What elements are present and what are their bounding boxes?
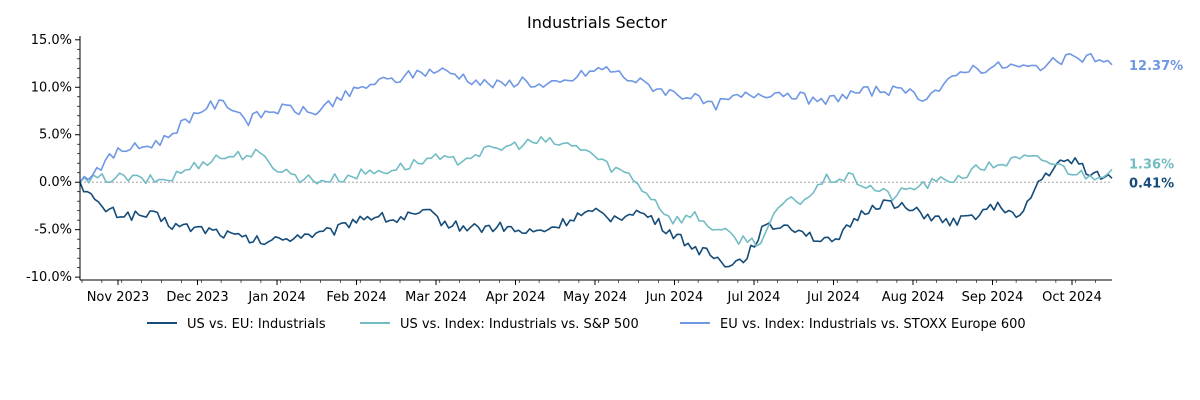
x-tick-label: Dec 2023 <box>166 290 228 305</box>
y-tick-label: -5.0% <box>34 223 72 238</box>
end-value-label-2: 1.36% <box>1129 157 1174 172</box>
legend-label-1: US vs. EU: Industrials <box>187 317 326 332</box>
x-tick-label: Nov 2023 <box>87 290 150 305</box>
legend: US vs. EU: Industrials US vs. Index: Indu… <box>147 317 1026 332</box>
x-tick-label: Jun 2024 <box>645 290 704 305</box>
end-value-label-3: 12.37% <box>1129 59 1183 74</box>
end-labels: 0.41% 1.36% 12.37% <box>1129 59 1183 192</box>
end-value-label-1: 0.41% <box>1129 176 1174 191</box>
y-axis-ticks: 15.0% 10.0% 5.0% 0.0% -5.0% -10.0% <box>26 33 80 285</box>
x-tick-label: Sep 2024 <box>962 290 1024 305</box>
x-tick-label: Feb 2024 <box>326 290 386 305</box>
series-line-1 <box>79 157 1113 268</box>
y-tick-label: 0.0% <box>39 175 72 190</box>
legend-label-2: US vs. Index: Industrials vs. S&P 500 <box>400 317 639 332</box>
y-tick-label: -10.0% <box>26 270 72 285</box>
y-tick-label: 5.0% <box>39 128 72 143</box>
x-tick-label: May 2024 <box>563 290 627 305</box>
x-tick-label: Oct 2024 <box>1042 290 1102 305</box>
series-layer <box>79 52 1113 268</box>
chart-title: Industrials Sector <box>527 13 667 32</box>
y-tick-label: 10.0% <box>31 80 72 95</box>
x-tick-label: Jul 2024 <box>806 290 860 305</box>
x-tick-label: Mar 2024 <box>405 290 467 305</box>
x-tick-label: Jul 2024 <box>727 290 781 305</box>
series-line-2 <box>79 136 1113 247</box>
series-line-3 <box>79 52 1113 183</box>
x-tick-label: Aug 2024 <box>882 290 945 305</box>
x-tick-label: Apr 2024 <box>486 290 546 305</box>
x-tick-label: Jan 2024 <box>247 290 305 305</box>
legend-label-3: EU vs. Index: Industrials vs. STOXX Euro… <box>720 317 1026 332</box>
y-tick-label: 15.0% <box>31 33 72 48</box>
x-axis-ticks: Nov 2023 Dec 2023 Jan 2024 Feb 2024 Mar 2024… <box>81 280 1102 305</box>
